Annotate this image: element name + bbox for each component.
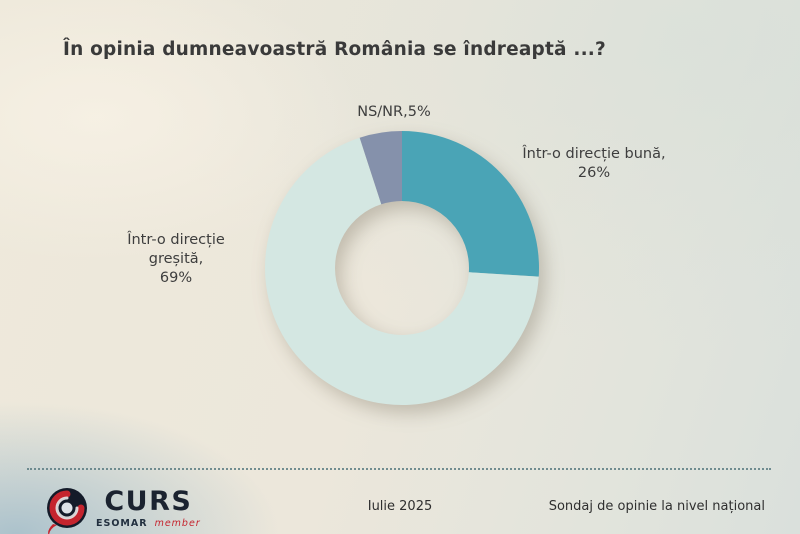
label-gresita-line1: Într-o direcție xyxy=(127,232,225,248)
label-buna-line1: Într-o direcție bună, xyxy=(522,146,666,162)
label-directie-buna: Într-o direcție bună, 26% xyxy=(509,145,679,183)
footer-note: Sondaj de opinie la nivel național xyxy=(548,499,765,514)
label-gresita-line3: 69% xyxy=(159,270,193,287)
label-directie-gresita: Într-o direcție greșită, 69% xyxy=(101,231,251,288)
curs-logo-text: CURS ESOMAR member xyxy=(96,488,201,529)
member-text: member xyxy=(154,518,201,529)
dotted-divider xyxy=(27,468,771,470)
donut-chart xyxy=(252,118,552,418)
esomar-member: ESOMAR member xyxy=(96,519,201,529)
curs-logo: CURS ESOMAR member xyxy=(44,486,201,534)
chart-title: În opinia dumneavoastră România se îndre… xyxy=(63,39,606,60)
esomar-text: ESOMAR xyxy=(96,518,148,529)
curs-brand: CURS xyxy=(104,486,193,517)
donut-svg xyxy=(265,131,540,406)
footer-date: Iulie 2025 xyxy=(367,499,433,514)
donut-slice-1 xyxy=(265,137,539,406)
donut-slice-2 xyxy=(359,131,402,205)
label-nsnr-line1: NS/NR,5% xyxy=(357,104,431,120)
label-buna-line2: 26% xyxy=(577,165,611,182)
label-nsnr: NS/NR,5% xyxy=(324,103,464,122)
label-gresita-line2: greșită, xyxy=(148,251,204,268)
curs-logo-icon xyxy=(47,488,87,534)
donut-slice-0 xyxy=(402,131,540,277)
